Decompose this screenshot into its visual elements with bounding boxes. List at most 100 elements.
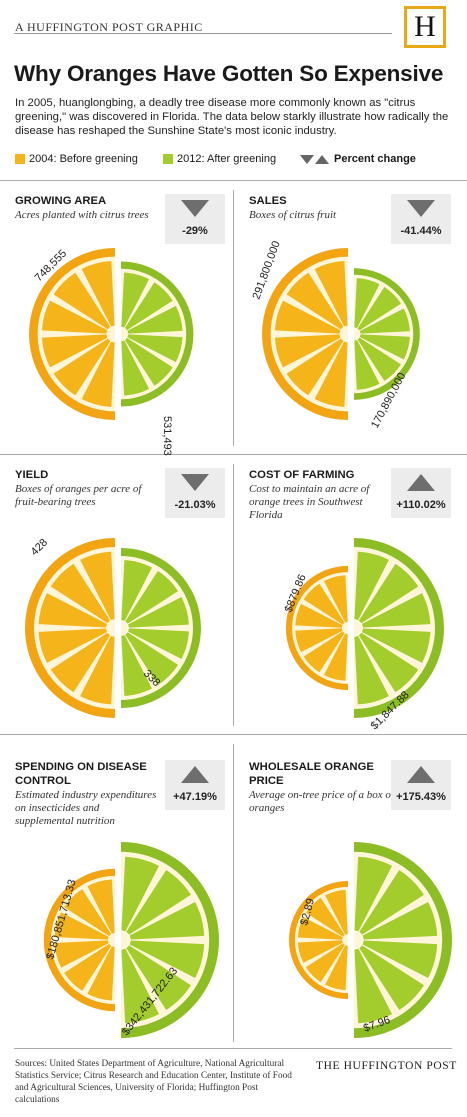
segment (359, 308, 410, 334)
panel-title: YIELD (15, 469, 49, 481)
segment (354, 551, 389, 620)
citrus-chart: $180,851,713.33 $342,431,722.63 (43, 842, 219, 1038)
panel-cost-of-farming: COST OF FARMING Cost to maintain an acre… (249, 468, 467, 733)
segment (121, 948, 159, 1024)
segment (125, 632, 179, 686)
segment (305, 943, 345, 983)
change-badge: +47.19% (165, 760, 225, 810)
segment (359, 945, 424, 1010)
up-arrow-icon (181, 766, 209, 783)
change-arrows-icon (300, 154, 329, 164)
brand-label: A HUFFINGTON POST GRAPHIC (15, 20, 203, 34)
segment (80, 636, 115, 705)
legend: 2004: Before greening 2012: After greeni… (15, 153, 455, 167)
panel-growing-area: GROWING AREA Acres planted with citrus t… (15, 194, 248, 456)
after-half-lime (121, 548, 201, 708)
page-title: Why Oranges Have Gotten So Expensive (14, 61, 444, 86)
panel-sales: SALES Boxes of citrus fruit -41.44% 291,… (249, 194, 467, 449)
divider-row-2 (0, 454, 467, 455)
segment (303, 631, 345, 673)
segment (41, 334, 108, 368)
segment (354, 278, 380, 329)
panel-title: WHOLESALE ORANGE PRICE (249, 761, 374, 787)
segment (325, 889, 348, 935)
footer-rule (14, 1048, 452, 1049)
panel-subtitle: Average on-tree price of a box of orange… (249, 789, 394, 814)
panel-wholesale-price: WHOLESALE ORANGE PRICE Average on-tree p… (249, 760, 467, 1040)
segment (121, 635, 153, 696)
panel-subtitle: Cost to maintain an acre of orange trees… (249, 483, 370, 521)
segment (64, 889, 112, 937)
panel-disease-control: SPENDING ON DISEASE CONTROL Estimated in… (15, 760, 248, 1040)
after-half-lime (121, 842, 219, 1038)
segment (362, 628, 431, 663)
segment (325, 945, 348, 991)
segment (121, 560, 153, 621)
divider-row-1 (0, 180, 467, 181)
change-badge: +175.43% (391, 760, 451, 810)
panel-subtitle: Boxes of citrus fruit (249, 209, 337, 221)
segment (297, 917, 343, 940)
divider-col-1 (233, 190, 234, 446)
before-half-orange (29, 248, 115, 420)
citrus-chart: 748,555 531,493 (29, 248, 194, 456)
before-label: 428 (29, 537, 50, 558)
change-value: -21.03% (174, 499, 216, 511)
segment (323, 575, 348, 623)
change-value: +47.19% (173, 791, 217, 803)
down-arrow-icon (181, 200, 209, 217)
segment (362, 593, 431, 628)
segment (50, 563, 111, 624)
before-half-orange (262, 248, 348, 420)
panel-subtitle: Estimated industry expenditures on insec… (15, 789, 157, 827)
segment (53, 272, 111, 330)
segment (54, 940, 109, 968)
citrus-chart: $879.86 $1,847.88 (283, 538, 444, 732)
legend-change-label: Percent change (334, 153, 416, 165)
panel-subtitle: Boxes of oranges per acre of fruit-beari… (15, 483, 142, 508)
segment (64, 943, 112, 991)
segment (121, 272, 150, 328)
down-arrow-icon (181, 474, 209, 491)
divider-row-3 (0, 734, 467, 735)
segment (295, 628, 343, 653)
segment (80, 551, 115, 620)
segment (124, 337, 173, 386)
segment (295, 603, 343, 628)
panel-yield: YIELD Boxes of oranges per acre of fruit… (15, 468, 248, 733)
segment (359, 334, 410, 360)
segment (274, 334, 341, 368)
change-value: +110.02% (396, 499, 446, 511)
segment (314, 341, 348, 408)
down-arrow-icon (407, 200, 435, 217)
segment (357, 337, 401, 381)
panel-title: SALES (249, 195, 287, 207)
change-badge: -29% (165, 194, 225, 244)
top-bar: A HUFFINGTON POST GRAPHIC H (0, 0, 467, 48)
change-badge: +110.02% (391, 468, 451, 518)
citrus-chart: 291,800,000 170,890,000 (251, 239, 420, 430)
segment (362, 902, 438, 940)
segment (274, 300, 341, 334)
segment (125, 570, 179, 624)
after-half-lime (354, 268, 420, 400)
before-half-orange (43, 868, 115, 1012)
segment (358, 632, 419, 693)
segment (53, 338, 111, 396)
before-half-orange (285, 565, 348, 691)
segment (121, 340, 150, 396)
segment (128, 596, 189, 628)
segment (41, 300, 108, 334)
segment (129, 940, 205, 978)
divider-col-3 (233, 744, 234, 1042)
segment (362, 940, 438, 978)
footer-brand: THE HUFFINGTON POST (316, 1060, 457, 1072)
after-half-lime (354, 842, 452, 1038)
segment (54, 912, 109, 940)
segment (354, 948, 392, 1024)
segment (354, 636, 389, 705)
legend-item-after: 2012: After greening (163, 153, 276, 165)
segment (354, 339, 380, 390)
lime-swatch (163, 154, 173, 164)
segment (354, 856, 392, 932)
